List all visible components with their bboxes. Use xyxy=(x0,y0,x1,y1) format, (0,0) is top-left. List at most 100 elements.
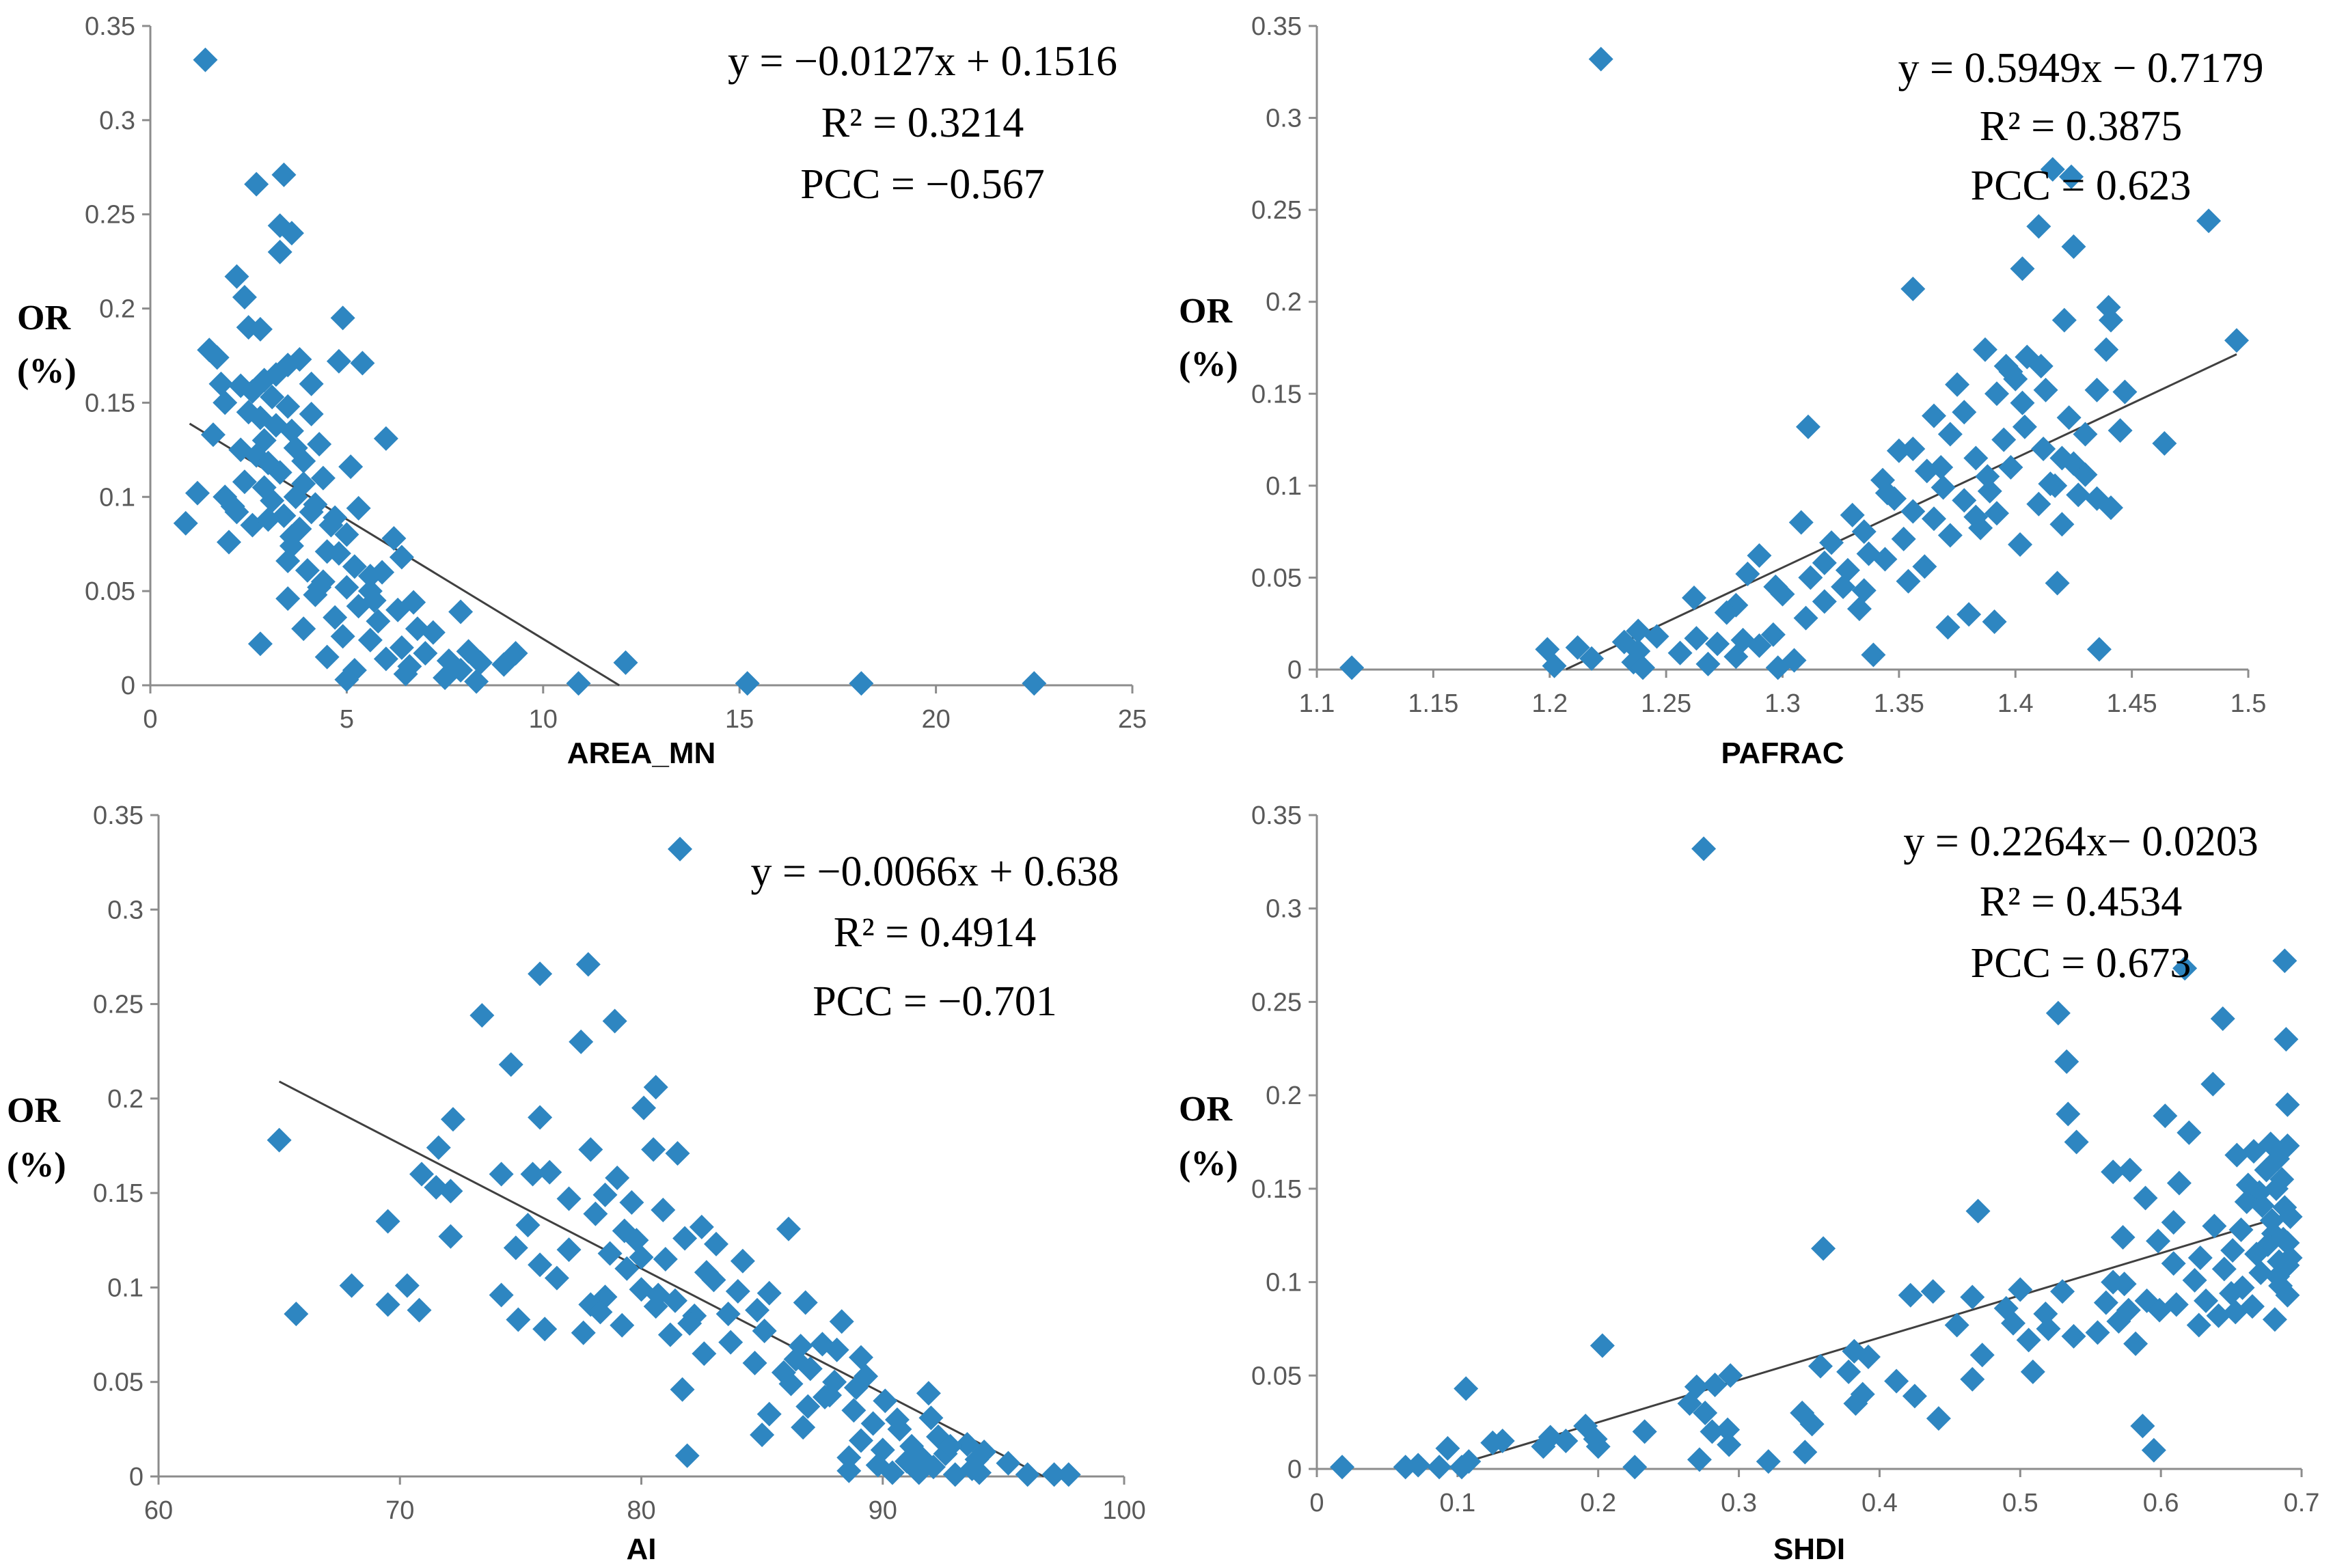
data-point xyxy=(1984,501,2009,526)
data-point xyxy=(588,1299,613,1325)
data-point xyxy=(1912,554,1937,579)
data-point xyxy=(2186,1312,2211,1338)
data-point xyxy=(745,1297,770,1323)
data-point xyxy=(1770,581,1795,607)
data-point xyxy=(2219,1280,2244,1306)
data-point xyxy=(2147,1297,2172,1323)
data-point xyxy=(275,549,301,574)
data-point xyxy=(260,385,285,410)
data-point xyxy=(381,525,407,551)
regression-equation: y = 0.5949x − 0.7179 xyxy=(1898,45,2264,92)
data-point xyxy=(718,1330,744,1355)
data-point xyxy=(665,1141,690,1166)
data-point xyxy=(756,1401,782,1427)
data-point xyxy=(279,524,304,549)
data-point xyxy=(1687,1447,1712,1472)
data-point xyxy=(2106,1308,2131,1334)
x-tick-label: 10 xyxy=(529,705,558,734)
data-point xyxy=(1921,403,1946,428)
data-point xyxy=(299,499,324,525)
data-point xyxy=(2220,1238,2246,1263)
data-point xyxy=(605,1166,630,1191)
data-point xyxy=(318,512,344,538)
r-squared-label: R² = 0.4534 xyxy=(1980,879,2182,925)
data-point xyxy=(244,171,269,197)
data-point xyxy=(2133,1185,2158,1211)
y-tick-label: 0.1 xyxy=(99,483,135,512)
x-tick-label: 25 xyxy=(1118,705,1147,734)
data-point xyxy=(2275,1092,2300,1117)
data-point xyxy=(1993,353,2019,379)
data-point xyxy=(1765,655,1790,680)
y-axis-title: OR xyxy=(7,1091,61,1130)
data-point xyxy=(575,952,601,977)
data-point xyxy=(275,394,301,419)
data-point xyxy=(2153,1103,2178,1129)
data-point xyxy=(2182,1267,2207,1293)
data-point xyxy=(1590,1333,1615,1358)
data-point xyxy=(1931,475,1956,500)
data-point xyxy=(2108,418,2133,443)
data-point xyxy=(1644,624,1669,649)
data-point xyxy=(1585,1434,1611,1459)
data-point xyxy=(1937,422,1963,447)
y-tick-label: 0 xyxy=(129,1463,144,1491)
x-tick-label: 0.2 xyxy=(1580,1489,1616,1517)
data-point xyxy=(2248,1260,2274,1285)
data-point xyxy=(1956,602,1982,627)
data-point xyxy=(173,510,198,536)
data-point xyxy=(204,345,230,370)
data-point xyxy=(1632,1419,1657,1444)
x-tick-label: 70 xyxy=(385,1496,414,1525)
data-point xyxy=(426,1135,451,1160)
x-tick-label: 1.5 xyxy=(2231,689,2267,718)
data-point xyxy=(742,1351,767,1376)
data-point xyxy=(397,654,422,679)
x-tick-label: 1.4 xyxy=(1997,689,2034,718)
y-tick-label: 0.15 xyxy=(85,389,135,417)
data-point xyxy=(836,1458,862,1483)
data-point xyxy=(216,529,241,555)
data-point xyxy=(469,1003,495,1028)
data-point xyxy=(2033,377,2058,402)
data-point xyxy=(2202,1213,2227,1239)
data-point xyxy=(1811,1236,1836,1261)
data-point xyxy=(503,1235,528,1261)
data-point xyxy=(334,667,359,692)
data-point xyxy=(2235,1172,2261,1198)
data-point xyxy=(307,432,332,457)
data-point xyxy=(2086,637,2112,662)
data-point xyxy=(2241,1139,2267,1164)
y-tick-label: 0.1 xyxy=(107,1274,144,1302)
data-point xyxy=(735,671,760,696)
data-point xyxy=(498,1052,523,1077)
data-point xyxy=(1975,464,2000,489)
data-point xyxy=(1393,1455,1418,1480)
data-point xyxy=(1855,1344,1881,1369)
data-point xyxy=(2026,214,2051,239)
data-point xyxy=(334,575,359,600)
data-point xyxy=(2177,1120,2202,1145)
data-point xyxy=(756,1280,782,1306)
data-point xyxy=(860,1411,886,1436)
data-point xyxy=(2056,1101,2081,1127)
data-point xyxy=(2010,390,2035,415)
data-point xyxy=(409,1161,435,1187)
data-point xyxy=(1900,276,1926,301)
y-tick-label: 0.2 xyxy=(99,295,135,324)
y-tick-label: 0.3 xyxy=(1266,895,1302,924)
data-point xyxy=(2000,1310,2026,1336)
data-point xyxy=(778,1371,804,1397)
y-tick-label: 0.05 xyxy=(85,577,135,606)
x-tick-label: 0.4 xyxy=(1861,1489,1898,1517)
data-point xyxy=(653,1246,678,1271)
data-point xyxy=(1339,655,1365,680)
data-point xyxy=(232,469,257,495)
data-point xyxy=(1056,1462,1081,1487)
x-tick-label: 0.1 xyxy=(1439,1489,1475,1517)
data-point xyxy=(537,1159,562,1185)
data-point xyxy=(2146,1228,2171,1254)
data-point xyxy=(1960,1366,1985,1392)
data-point xyxy=(1449,1455,1475,1480)
data-point xyxy=(566,671,591,696)
